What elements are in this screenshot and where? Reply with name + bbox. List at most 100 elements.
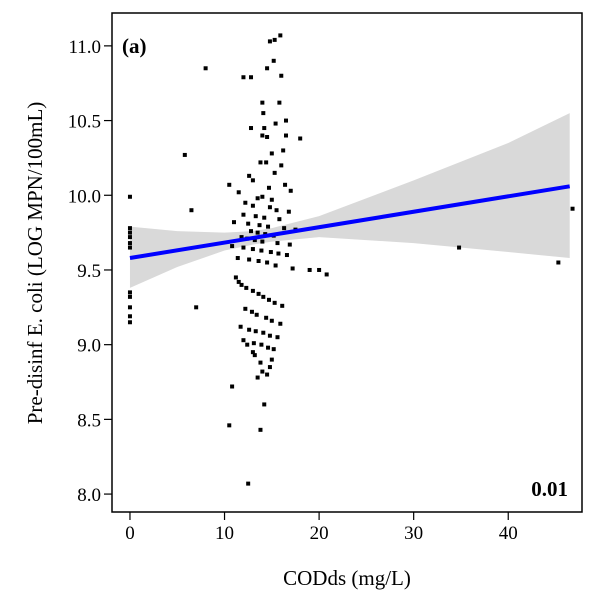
point <box>249 309 254 314</box>
point <box>261 111 266 116</box>
point <box>271 347 276 352</box>
point <box>250 288 255 293</box>
point <box>279 163 284 168</box>
point <box>273 121 278 126</box>
point <box>266 345 271 350</box>
y-tick-label: 10.5 <box>68 112 101 133</box>
point <box>127 305 132 310</box>
point <box>257 223 262 228</box>
y-axis-label: Pre-disinf E. coli (LOG MPN/100mL) <box>23 102 47 425</box>
panel-label: (a) <box>122 34 147 58</box>
point <box>281 148 286 153</box>
point <box>259 342 264 347</box>
confidence-band <box>129 113 570 288</box>
point <box>258 360 263 365</box>
point <box>278 321 283 326</box>
x-tick-label: 20 <box>310 523 329 544</box>
point <box>267 333 272 338</box>
point <box>269 318 274 323</box>
point <box>203 66 208 71</box>
x-axis-label: CODds (mg/L) <box>283 566 411 590</box>
point <box>262 215 267 220</box>
point <box>267 365 272 370</box>
point <box>230 244 235 249</box>
point <box>264 160 269 165</box>
point <box>250 178 255 183</box>
point <box>255 375 260 380</box>
point <box>288 188 293 193</box>
point <box>246 221 251 226</box>
point <box>127 294 132 299</box>
point <box>282 226 287 231</box>
point <box>258 160 263 165</box>
point <box>252 238 257 243</box>
y-tick-label: 8.5 <box>77 410 101 431</box>
point <box>280 303 285 308</box>
point <box>272 37 277 42</box>
point <box>298 136 303 141</box>
point <box>269 151 274 156</box>
point <box>127 290 132 295</box>
point <box>277 217 282 222</box>
point <box>259 248 264 253</box>
point <box>241 75 246 80</box>
point <box>246 481 251 486</box>
point <box>235 256 240 261</box>
point <box>556 260 561 265</box>
point <box>245 342 250 347</box>
y-tick-label: 8.0 <box>77 485 101 506</box>
point <box>250 203 255 208</box>
point <box>272 170 277 175</box>
point <box>286 209 291 214</box>
point <box>570 206 575 211</box>
stat-label: 0.01 <box>531 477 568 501</box>
point <box>230 384 235 389</box>
point <box>317 267 322 272</box>
point <box>324 272 329 277</box>
point <box>256 259 261 264</box>
point <box>262 126 267 131</box>
point <box>284 118 289 123</box>
point <box>127 235 132 240</box>
point <box>273 263 278 268</box>
point <box>127 320 132 325</box>
point <box>241 212 246 217</box>
point <box>255 196 260 201</box>
point <box>261 330 266 335</box>
point <box>266 297 271 302</box>
point <box>265 135 270 140</box>
point <box>264 315 269 320</box>
point <box>271 58 276 63</box>
point <box>284 253 289 258</box>
point <box>233 275 238 280</box>
point <box>262 402 267 407</box>
point <box>236 190 241 195</box>
point <box>261 294 266 299</box>
regression-line <box>129 184 571 260</box>
point <box>290 266 295 271</box>
point <box>239 235 244 240</box>
point <box>278 33 283 38</box>
point <box>250 247 255 252</box>
point <box>127 314 132 319</box>
point <box>269 357 274 362</box>
point <box>284 133 289 138</box>
point <box>265 260 270 265</box>
point <box>255 230 260 235</box>
point <box>127 226 132 231</box>
y-tick-label: 11.0 <box>68 37 101 58</box>
point <box>250 350 255 355</box>
point <box>276 251 281 256</box>
point <box>267 39 272 44</box>
point <box>239 282 244 287</box>
point <box>231 220 236 225</box>
point <box>265 66 270 71</box>
x-tick-label: 30 <box>404 523 423 544</box>
point <box>266 224 271 229</box>
point <box>182 152 187 157</box>
point <box>227 423 232 428</box>
point <box>269 197 274 202</box>
x-tick-label: 40 <box>499 523 518 544</box>
y-tick-label: 10.0 <box>68 186 101 207</box>
